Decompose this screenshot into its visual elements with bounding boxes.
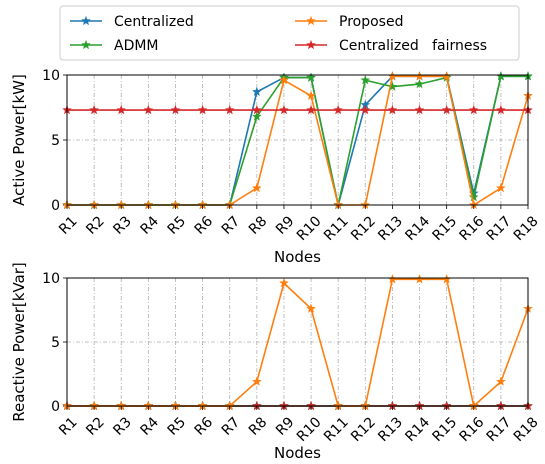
x-tick-label: R2 bbox=[83, 414, 107, 438]
x-tick-label: R2 bbox=[83, 213, 107, 237]
x-tick-label: R1 bbox=[56, 213, 80, 237]
data-point bbox=[143, 104, 154, 115]
data-point bbox=[414, 78, 425, 89]
x-tick-label: R18 bbox=[511, 213, 542, 244]
x-axis-title: Nodes bbox=[274, 248, 321, 266]
data-point bbox=[333, 104, 344, 115]
x-tick-label: R12 bbox=[348, 414, 379, 445]
legend-marker bbox=[306, 39, 316, 50]
x-tick-label: R5 bbox=[165, 414, 189, 438]
legend-label: Proposed bbox=[339, 14, 403, 30]
x-tick-label: R6 bbox=[192, 213, 217, 238]
legend-marker bbox=[81, 15, 91, 26]
x-tick-label: R14 bbox=[402, 213, 433, 244]
y-tick-label: 10 bbox=[42, 271, 60, 287]
data-point bbox=[224, 104, 235, 115]
x-tick-label: R15 bbox=[429, 414, 460, 445]
x-tick-label: R13 bbox=[375, 213, 406, 244]
data-point bbox=[495, 376, 506, 386]
data-point bbox=[495, 104, 506, 115]
legend: Centralized Proposed ADMM Centralized fairn… bbox=[59, 5, 520, 61]
data-point bbox=[306, 90, 316, 100]
x-tick-label: R8 bbox=[246, 414, 270, 438]
data-point bbox=[306, 303, 316, 313]
y-tick-label: 0 bbox=[51, 399, 60, 415]
data-point bbox=[279, 75, 289, 85]
y-tick-label: 5 bbox=[51, 133, 60, 149]
axes-frame bbox=[66, 277, 529, 407]
data-point bbox=[495, 182, 506, 193]
x-tick-label: R10 bbox=[294, 213, 325, 244]
x-tick-label: R5 bbox=[165, 213, 189, 237]
y-axis-title: Active Power[kW] bbox=[10, 74, 28, 206]
x-tick-label: R12 bbox=[348, 213, 379, 244]
x-tick-label: R10 bbox=[294, 414, 325, 445]
data-point bbox=[441, 104, 452, 115]
x-tick-label: R17 bbox=[484, 414, 515, 445]
legend-label: ADMM bbox=[114, 38, 159, 54]
data-point bbox=[197, 104, 208, 115]
series-line bbox=[67, 75, 529, 207]
x-tick-label: R3 bbox=[110, 213, 134, 237]
series-line bbox=[67, 75, 528, 206]
y-tick-label: 5 bbox=[51, 335, 60, 351]
legend-label: Centralized bbox=[114, 14, 194, 30]
data-point bbox=[279, 277, 289, 288]
series-line bbox=[67, 278, 529, 408]
series-centralized-fairness bbox=[62, 104, 533, 115]
data-point bbox=[360, 75, 371, 85]
data-point bbox=[468, 104, 479, 115]
x-tick-label: R7 bbox=[219, 213, 243, 237]
data-point bbox=[279, 104, 289, 115]
y-tick-label: 10 bbox=[42, 68, 60, 84]
x-tick-label: R17 bbox=[484, 213, 515, 244]
x-tick-label: R16 bbox=[457, 213, 488, 244]
x-tick-label: R7 bbox=[219, 414, 243, 438]
data-point bbox=[251, 111, 262, 121]
data-point bbox=[170, 104, 181, 115]
data-point bbox=[251, 182, 262, 193]
legend-box bbox=[59, 5, 520, 61]
legend-marker bbox=[306, 15, 316, 26]
x-tick-label: R11 bbox=[321, 213, 352, 244]
x-tick-label: R16 bbox=[457, 414, 488, 445]
x-tick-label: R4 bbox=[137, 213, 162, 238]
x-tick-label: R15 bbox=[429, 213, 460, 244]
data-point bbox=[251, 86, 262, 97]
data-point bbox=[306, 104, 316, 115]
data-point bbox=[387, 104, 398, 115]
legend-entry: Proposed bbox=[295, 14, 403, 30]
y-axis-title: Reactive Power[kVar] bbox=[10, 262, 28, 422]
legend-entry: ADMM bbox=[70, 38, 159, 54]
data-point bbox=[360, 104, 371, 115]
series-line bbox=[67, 75, 528, 206]
legend-entry: Centralized fairness bbox=[295, 38, 487, 54]
legend-marker bbox=[81, 39, 91, 50]
x-tick-label: R3 bbox=[110, 414, 134, 438]
legend-entry: Centralized bbox=[70, 14, 194, 30]
data-point bbox=[251, 104, 262, 115]
x-tick-label: R18 bbox=[511, 414, 542, 445]
data-point bbox=[387, 81, 398, 91]
x-tick-label: R1 bbox=[56, 414, 80, 438]
x-tick-label: R6 bbox=[192, 414, 217, 439]
legend-label: Centralized fairness bbox=[339, 38, 487, 54]
x-tick-label: R8 bbox=[246, 213, 270, 237]
axes-frame bbox=[66, 74, 529, 206]
x-tick-label: R11 bbox=[321, 414, 352, 445]
x-tick-label: R4 bbox=[137, 414, 162, 439]
x-tick-label: R14 bbox=[402, 414, 433, 445]
x-tick-label: R13 bbox=[375, 414, 406, 445]
y-tick-label: 0 bbox=[51, 198, 60, 214]
x-axis-title: Nodes bbox=[274, 444, 321, 462]
data-point bbox=[89, 104, 100, 115]
data-point bbox=[468, 192, 479, 202]
data-point bbox=[116, 104, 127, 115]
data-point bbox=[306, 72, 316, 82]
data-point bbox=[251, 376, 262, 386]
data-point bbox=[414, 104, 425, 115]
